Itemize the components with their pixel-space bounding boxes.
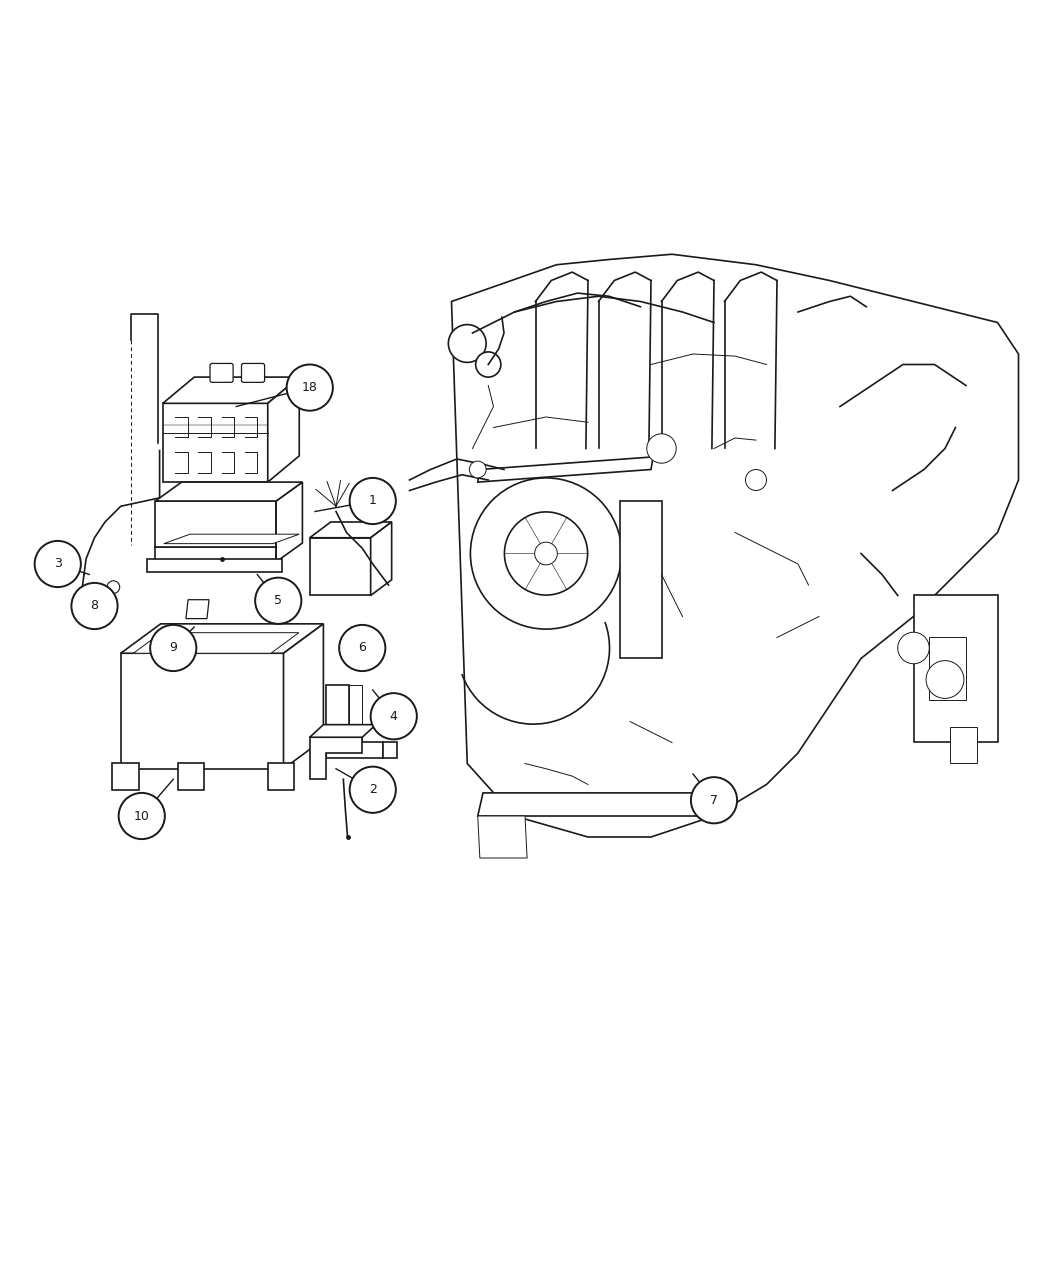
Polygon shape	[121, 653, 284, 769]
Text: 2: 2	[369, 783, 377, 797]
Text: 5: 5	[274, 594, 282, 607]
Polygon shape	[86, 586, 103, 601]
Polygon shape	[452, 254, 1018, 836]
Circle shape	[898, 632, 929, 664]
Polygon shape	[155, 547, 276, 562]
Polygon shape	[276, 482, 302, 562]
Polygon shape	[310, 538, 371, 595]
Text: 7: 7	[710, 794, 718, 807]
Polygon shape	[112, 764, 139, 789]
Circle shape	[504, 513, 588, 595]
Polygon shape	[310, 724, 376, 737]
Circle shape	[350, 478, 396, 524]
Circle shape	[746, 469, 766, 491]
Polygon shape	[268, 377, 299, 482]
Polygon shape	[268, 764, 294, 789]
Circle shape	[691, 778, 737, 824]
Circle shape	[448, 325, 486, 362]
Polygon shape	[478, 793, 719, 816]
Polygon shape	[371, 521, 392, 595]
Circle shape	[255, 578, 301, 623]
Polygon shape	[163, 403, 268, 482]
Text: 6: 6	[358, 641, 366, 654]
Polygon shape	[284, 623, 323, 769]
Polygon shape	[349, 685, 362, 742]
Polygon shape	[147, 558, 282, 572]
Text: 8: 8	[90, 599, 99, 612]
Circle shape	[534, 542, 558, 565]
Circle shape	[339, 625, 385, 671]
Circle shape	[150, 625, 196, 671]
Polygon shape	[914, 595, 998, 742]
Circle shape	[926, 660, 964, 699]
Text: 18: 18	[301, 381, 318, 394]
FancyBboxPatch shape	[242, 363, 265, 382]
Circle shape	[371, 694, 417, 739]
Polygon shape	[383, 742, 397, 759]
Text: 10: 10	[133, 810, 150, 822]
Polygon shape	[163, 377, 299, 403]
Circle shape	[647, 434, 676, 463]
Polygon shape	[121, 623, 323, 653]
Polygon shape	[326, 685, 383, 759]
Polygon shape	[310, 521, 392, 538]
Circle shape	[350, 766, 396, 813]
Polygon shape	[478, 816, 527, 858]
FancyBboxPatch shape	[210, 363, 233, 382]
Circle shape	[107, 581, 120, 593]
Polygon shape	[155, 501, 276, 547]
Polygon shape	[133, 632, 299, 653]
Circle shape	[470, 478, 622, 629]
Polygon shape	[620, 501, 662, 658]
Text: 4: 4	[390, 710, 398, 723]
Polygon shape	[478, 456, 653, 482]
Circle shape	[71, 583, 118, 629]
Text: 1: 1	[369, 495, 377, 507]
Polygon shape	[310, 737, 362, 779]
Circle shape	[35, 541, 81, 587]
Polygon shape	[155, 482, 302, 501]
Polygon shape	[177, 764, 204, 789]
Circle shape	[476, 352, 501, 377]
Polygon shape	[929, 638, 966, 700]
Circle shape	[119, 793, 165, 839]
Polygon shape	[186, 599, 209, 618]
Polygon shape	[950, 727, 976, 764]
Text: 9: 9	[169, 641, 177, 654]
Circle shape	[287, 365, 333, 411]
Circle shape	[469, 462, 486, 478]
Polygon shape	[164, 534, 299, 543]
Text: 3: 3	[54, 557, 62, 570]
